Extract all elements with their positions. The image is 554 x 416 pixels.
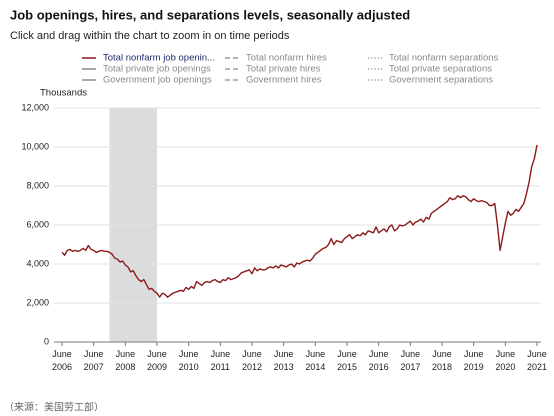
x-tick-label: June 2020 [495,349,516,372]
x-tick-label: June 2008 [115,349,136,372]
legend-entry[interactable]: Total nonfarm separations [389,53,499,64]
x-tick-label: June 2021 [526,349,548,372]
x-tick-label: June 2017 [400,349,421,372]
legend-entry[interactable]: Government separations [389,75,493,86]
x-tick-label: June 2010 [178,349,199,372]
series-line [61,144,538,298]
x-tick-label: June 2011 [210,349,231,372]
chart-subtitle: Click and drag within the chart to zoom … [10,30,290,42]
y-tick-label: 4,000 [26,258,49,268]
legend-entry[interactable]: Total nonfarm job openin... [103,53,215,64]
y-tick-label: 10,000 [21,141,49,151]
legend-entry[interactable]: Total nonfarm hires [246,53,327,64]
x-tick-label: June 2018 [431,349,453,372]
legend-entry[interactable]: Total private job openings [103,64,211,75]
legend-entry[interactable]: Government hires [246,75,322,86]
x-tick-label: June 2013 [273,349,294,372]
x-tick-label: June 2012 [241,349,263,372]
y-tick-label: 8,000 [26,180,49,190]
chart-title: Job openings, hires, and separations lev… [10,7,410,22]
x-tick-label: June 2007 [83,349,104,372]
x-tick-label: June 2009 [146,349,168,372]
y-tick-label: 0 [44,336,49,346]
y-tick-label: 12,000 [21,102,49,112]
y-tick-label: 6,000 [26,219,49,229]
y-tick-label: 2,000 [26,297,49,307]
legend-entry[interactable]: Total private hires [246,64,321,75]
source-note: （来源：美国劳工部） [4,401,104,414]
x-tick-label: June 2019 [463,349,484,372]
x-tick-label: June 2015 [336,349,358,372]
y-axis-label: Thousands [40,88,87,99]
x-tick-label: June 2016 [368,349,389,372]
x-tick-label: June 2014 [305,349,326,372]
legend-entry[interactable]: Total private separations [389,64,492,75]
x-tick-label: June 2006 [51,349,73,372]
legend-entry[interactable]: Government job openings [103,75,212,86]
